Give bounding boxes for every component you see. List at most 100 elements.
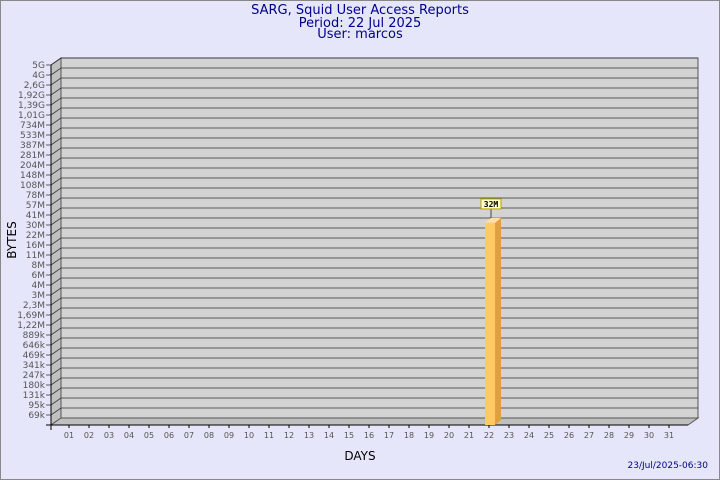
- y-tick-label: 646k: [23, 341, 46, 351]
- x-tick-label: 08: [204, 431, 214, 440]
- gridline: [46, 117, 698, 126]
- footer-timestamp: 23/Jul/2025-06:30: [627, 461, 708, 471]
- plot-floor: [49, 417, 700, 426]
- bar: [485, 222, 495, 425]
- bar-label-box: [480, 198, 502, 210]
- gridline: [46, 177, 698, 186]
- y-tick-label: 30M: [26, 221, 45, 231]
- gridline: [46, 297, 698, 306]
- gridline: [46, 397, 698, 406]
- bar-side: [495, 217, 501, 425]
- gridline: [46, 367, 698, 376]
- y-tick-label: 95k: [28, 401, 45, 411]
- gridline: [46, 277, 698, 286]
- gridline: [46, 377, 698, 386]
- y-tick-label: 11M: [26, 251, 45, 261]
- chart-subtitle-period: Period: 22 Jul 2025: [298, 16, 422, 31]
- x-tick-label: 11: [264, 431, 274, 440]
- x-tick-label: 31: [664, 431, 674, 440]
- y-tick-label: 281M: [20, 151, 45, 161]
- gridline: [46, 237, 698, 246]
- gridline: [46, 337, 698, 346]
- gridline: [46, 227, 698, 236]
- x-tick-label: 12: [284, 431, 294, 440]
- y-tick-label: 1,69M: [17, 311, 45, 321]
- x-tick-label: 02: [84, 431, 94, 440]
- gridline: [46, 67, 698, 76]
- gridline: [46, 407, 698, 416]
- gridline: [46, 387, 698, 396]
- x-tick-label: 16: [364, 431, 374, 440]
- y-tick-label: 4G: [32, 71, 45, 81]
- y-tick-label: 22M: [26, 231, 45, 241]
- y-tick-label: 469k: [23, 351, 46, 361]
- y-tick-label: 180k: [23, 381, 46, 391]
- gridline: [46, 327, 698, 336]
- x-tick-label: 23: [504, 431, 514, 440]
- gridline: [46, 57, 698, 66]
- y-tick-label: 387M: [20, 141, 45, 151]
- x-tick-label: 06: [164, 431, 174, 440]
- x-tick-label: 20: [444, 431, 454, 440]
- y-tick-label: 247k: [23, 371, 46, 381]
- gridline: [46, 87, 698, 96]
- gridline: [46, 127, 698, 136]
- x-tick-label: 07: [184, 431, 194, 440]
- x-tick-label: 18: [404, 431, 414, 440]
- gridline: [46, 357, 698, 366]
- x-tick-label: 22: [484, 431, 494, 440]
- gridline: [46, 217, 698, 226]
- y-tick-label: 1,22M: [17, 321, 45, 331]
- y-tick-label: 889k: [23, 331, 46, 341]
- x-tick-label: 04: [124, 431, 134, 440]
- y-tick-label: 6M: [32, 271, 46, 281]
- gridline: [46, 157, 698, 166]
- y-tick-label: 148M: [20, 171, 45, 181]
- x-tick-label: 05: [144, 431, 154, 440]
- gridline: [46, 167, 698, 176]
- gridline: [46, 107, 698, 116]
- gridline: [46, 307, 698, 316]
- y-tick-label: 108M: [20, 181, 45, 191]
- x-tick-label: 01: [64, 431, 74, 440]
- x-tick-label: 30: [644, 431, 654, 440]
- gridline: [46, 197, 698, 206]
- x-tick-label: 10: [244, 431, 254, 440]
- x-tick-label: 14: [324, 431, 334, 440]
- gridline: [46, 77, 698, 86]
- chart-subtitle-user: User: marcos: [317, 27, 403, 42]
- y-tick-label: 69k: [28, 411, 45, 421]
- gridline: [46, 317, 698, 326]
- y-tick-label: 341k: [23, 361, 46, 371]
- y-tick-label: 2,3M: [23, 301, 45, 311]
- gridline: [46, 187, 698, 196]
- x-tick-label: 17: [384, 431, 394, 440]
- y-tick-label: 8M: [32, 261, 46, 271]
- x-tick-label: 09: [224, 431, 234, 440]
- y-tick-label: 734M: [20, 121, 45, 131]
- gridline: [46, 207, 698, 216]
- x-tick-label: 19: [424, 431, 434, 440]
- bar-top: [485, 217, 501, 223]
- x-tick-label: 25: [544, 431, 554, 440]
- gridline: [46, 137, 698, 146]
- x-tick-label: 28: [604, 431, 614, 440]
- y-tick-label: 41M: [26, 211, 45, 221]
- gridline: [46, 257, 698, 266]
- gridline: [46, 147, 698, 156]
- x-tick-label: 13: [304, 431, 314, 440]
- x-axis-label: DAYS: [344, 449, 375, 463]
- gridline: [46, 97, 698, 106]
- y-tick-label: 3M: [32, 291, 46, 301]
- x-tick-label: 03: [104, 431, 114, 440]
- y-tick-label: 2,6G: [24, 81, 45, 91]
- y-tick-label: 204M: [20, 161, 45, 171]
- y-tick-label: 57M: [26, 201, 45, 211]
- x-tick-label: 26: [564, 431, 574, 440]
- x-tick-label: 27: [584, 431, 594, 440]
- gridline: [46, 247, 698, 256]
- y-tick-label: 16M: [26, 241, 45, 251]
- x-tick-label: 15: [344, 431, 354, 440]
- y-tick-label: 1,01G: [18, 111, 45, 121]
